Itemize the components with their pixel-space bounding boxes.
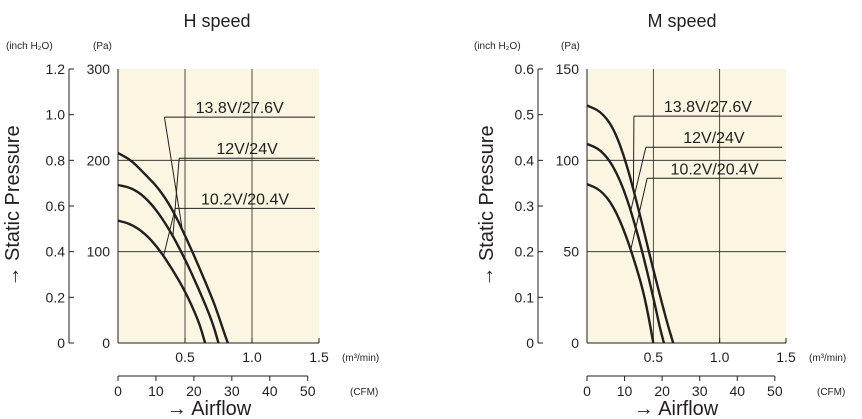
y-tick-label-inch: 0.3	[515, 198, 535, 214]
x-tick-label-cfm: 0	[583, 383, 591, 399]
y-tick-label-inch: 0	[57, 335, 65, 351]
series-label: 10.2V/20.4V	[671, 161, 759, 178]
x-tick-label-cfm: 0	[114, 383, 122, 399]
series-line	[117, 183, 220, 344]
series-line	[586, 142, 666, 344]
series-leader	[630, 147, 647, 211]
y-tick-label-pa: 0	[571, 335, 579, 351]
x-tick-label-cfm: 20	[186, 383, 202, 399]
x-axis-label: → Airflow	[167, 398, 252, 419]
series-leader	[630, 178, 648, 250]
series-line	[586, 182, 655, 344]
x-tick-label-m3: 1.0	[710, 349, 730, 365]
x-tick-label-cfm: 10	[148, 383, 164, 399]
x-unit-m3-label: (m³/min)	[809, 353, 846, 364]
y-tick-label-pa: 0	[102, 335, 110, 351]
series-line	[117, 151, 230, 344]
y-axis-label: → Static Pressure	[476, 125, 498, 286]
x-unit-cfm-label: (CFM)	[350, 387, 378, 398]
chart-title: M speed	[647, 11, 716, 31]
y-tick-label-inch: 0.4	[46, 244, 66, 260]
y-tick-label-pa: 100	[87, 244, 111, 260]
x-tick-label-m3: 0.5	[644, 349, 664, 365]
x-tick-label-m3: 1.5	[776, 349, 796, 365]
plot-area	[587, 69, 786, 343]
y-tick-label-inch: 1.2	[46, 61, 66, 77]
x-tick-label-cfm: 50	[300, 383, 316, 399]
x-tick-label-cfm: 20	[654, 383, 670, 399]
series-line	[117, 219, 207, 344]
y-tick-label-inch: 1.0	[46, 107, 66, 123]
x-axis-label: → Airflow	[634, 398, 719, 419]
y-tick-label-pa: 50	[563, 244, 579, 260]
x-tick-label-cfm: 30	[692, 383, 708, 399]
y-axis-label: → Static Pressure	[2, 125, 24, 286]
y-unit-pa-label: (Pa)	[561, 41, 580, 52]
y-tick-label-inch: 0.5	[515, 107, 535, 123]
x-tick-label-m3: 1.5	[309, 349, 329, 365]
x-tick-label-cfm: 50	[767, 383, 783, 399]
y-tick-label-inch: 0.8	[46, 152, 66, 168]
y-tick-label-inch: 0.6	[46, 198, 66, 214]
series-leader	[163, 117, 183, 230]
series-leader	[163, 208, 176, 257]
y-tick-label-pa: 100	[556, 152, 580, 168]
x-tick-label-m3: 0.5	[175, 349, 195, 365]
x-tick-label-cfm: 40	[262, 383, 278, 399]
series-label: 12V/24V	[683, 130, 745, 147]
y-tick-label-inch: 0.4	[515, 152, 535, 168]
y-tick-label-pa: 150	[556, 61, 580, 77]
x-tick-label-cfm: 40	[729, 383, 745, 399]
y-tick-label-inch: 0	[526, 335, 534, 351]
series-label: 10.2V/20.4V	[201, 191, 289, 208]
y-unit-pa-label: (Pa)	[93, 41, 112, 52]
y-unit-inch-label: (inch H₂O)	[6, 41, 53, 52]
series-leader	[172, 158, 180, 236]
series-label: 12V/24V	[216, 141, 278, 158]
y-tick-label-inch: 0.2	[46, 289, 66, 305]
x-tick-label-cfm: 30	[224, 383, 240, 399]
y-tick-label-pa: 300	[87, 61, 111, 77]
x-tick-label-m3: 1.0	[242, 349, 262, 365]
y-tick-label-pa: 200	[87, 152, 111, 168]
y-tick-label-inch: 0.2	[515, 244, 535, 260]
chart-title: H speed	[183, 11, 250, 31]
series-label: 13.8V/27.6V	[664, 99, 752, 116]
series-line	[586, 104, 675, 344]
x-tick-label-cfm: 10	[617, 383, 633, 399]
y-tick-label-inch: 0.1	[515, 289, 535, 305]
x-unit-cfm-label: (CFM)	[817, 387, 845, 398]
series-label: 13.8V/27.6V	[196, 100, 284, 117]
y-tick-label-inch: 0.6	[515, 61, 535, 77]
x-unit-m3-label: (m³/min)	[342, 353, 379, 364]
y-unit-inch-label: (inch H₂O)	[474, 41, 521, 52]
